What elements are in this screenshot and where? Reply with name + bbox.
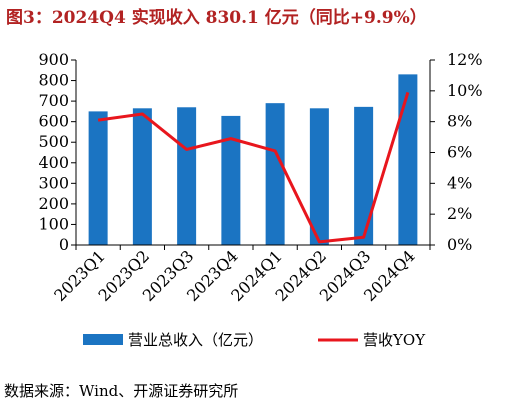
left-tick-label: 300 bbox=[38, 173, 69, 192]
legend-bar-swatch bbox=[83, 334, 123, 345]
left-tick-label: 800 bbox=[38, 71, 69, 90]
right-tick-label: 4% bbox=[447, 173, 472, 192]
right-tick-label: 12% bbox=[447, 50, 483, 69]
right-tick-label: 2% bbox=[447, 204, 472, 223]
bar-2023Q4 bbox=[221, 115, 241, 246]
left-tick-label: 100 bbox=[38, 214, 69, 233]
left-tick-label: 400 bbox=[38, 153, 69, 172]
source-note: 数据来源：Wind、开源证券研究所 bbox=[4, 382, 239, 400]
chart-title: 图3：2024Q4 实现收入 830.1 亿元（同比+9.9%） bbox=[6, 8, 427, 28]
left-tick-label: 600 bbox=[38, 112, 69, 131]
bar-2024Q1 bbox=[265, 103, 285, 246]
bar-2023Q1 bbox=[88, 111, 108, 245]
right-tick-label: 0% bbox=[447, 235, 472, 254]
right-tick-label: 6% bbox=[447, 143, 472, 162]
bars-layer bbox=[88, 74, 418, 246]
left-tick-label: 700 bbox=[38, 91, 69, 110]
yoy-line bbox=[97, 91, 410, 244]
right-tick-label: 10% bbox=[447, 81, 483, 100]
legend-bar-label: 营业总收入（亿元） bbox=[128, 331, 263, 349]
legend: 营业总收入（亿元） 营收YOY bbox=[83, 331, 426, 349]
left-tick-label: 900 bbox=[38, 50, 69, 69]
bar-2023Q3 bbox=[177, 107, 197, 246]
left-tick-label: 200 bbox=[38, 194, 69, 213]
legend-line-label: 营收YOY bbox=[363, 331, 426, 349]
bar-2023Q2 bbox=[132, 108, 152, 245]
bar-2024Q4 bbox=[398, 74, 418, 245]
left-tick-label: 500 bbox=[38, 132, 69, 151]
left-tick-label: 0 bbox=[59, 235, 69, 254]
bar-2024Q2 bbox=[309, 108, 329, 245]
right-tick-label: 8% bbox=[447, 112, 472, 131]
line-layer bbox=[97, 91, 410, 244]
bar-2024Q3 bbox=[354, 106, 374, 245]
